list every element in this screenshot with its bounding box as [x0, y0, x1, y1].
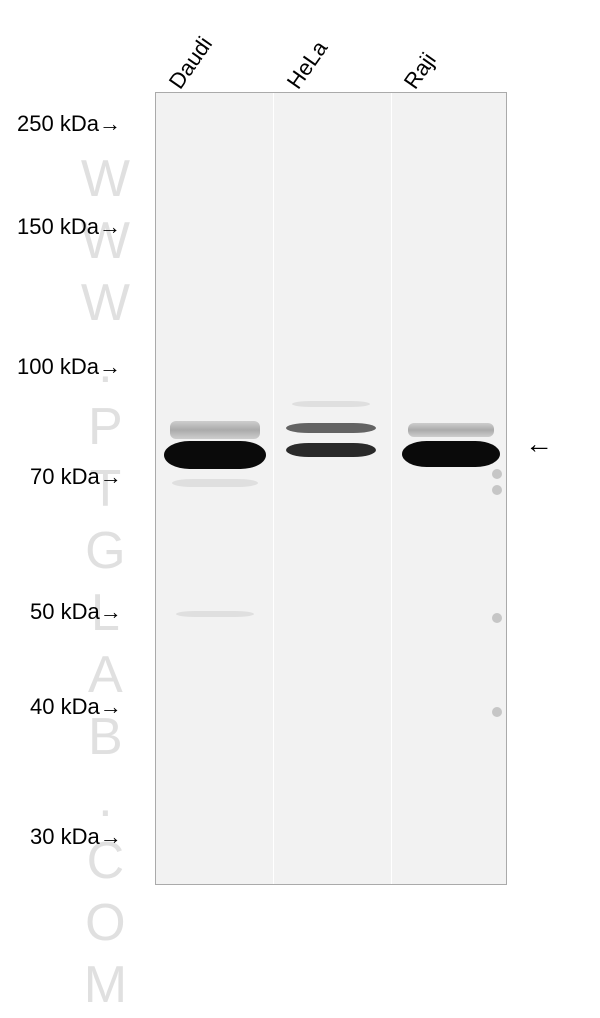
- hela-upper-band: [286, 423, 376, 433]
- marker-dot-40: [492, 707, 502, 717]
- marker-dot-50: [492, 613, 502, 623]
- lane-label-daudi: Daudi: [164, 32, 218, 94]
- blot-membrane: [155, 92, 507, 885]
- target-band-arrow-icon: ←: [525, 428, 553, 460]
- arrow-icon: →: [100, 599, 122, 625]
- arrow-icon: →: [99, 354, 121, 380]
- mw-text-40: 40 kDa: [30, 694, 100, 719]
- mw-label-40: 40 kDa→: [30, 694, 122, 720]
- marker-dot-70a: [492, 469, 502, 479]
- watermark-text: WWW.PTGLAB.COM: [80, 150, 129, 1018]
- mw-text-70: 70 kDa: [30, 464, 100, 489]
- arrow-icon: →: [100, 694, 122, 720]
- arrow-icon: →: [99, 111, 121, 137]
- lane-divider-2: [391, 93, 392, 884]
- hela-faint-top: [292, 401, 370, 407]
- mw-label-50: 50 kDa→: [30, 599, 122, 625]
- daudi-faint-50kda: [176, 611, 254, 617]
- mw-label-100: 100 kDa→: [17, 354, 121, 380]
- mw-text-250: 250 kDa: [17, 111, 99, 136]
- mw-label-70: 70 kDa→: [30, 464, 122, 490]
- mw-label-30: 30 kDa→: [30, 824, 122, 850]
- mw-text-150: 150 kDa: [17, 214, 99, 239]
- arrow-icon: →: [100, 824, 122, 850]
- lane-divider-1: [273, 93, 274, 884]
- daudi-faint-below: [172, 479, 258, 487]
- raji-smear-above: [408, 423, 494, 437]
- arrow-icon: →: [100, 464, 122, 490]
- hela-lower-band: [286, 443, 376, 457]
- mw-text-100: 100 kDa: [17, 354, 99, 379]
- lane-label-raji: Raji: [399, 48, 442, 94]
- lane-label-hela: HeLa: [282, 36, 333, 94]
- mw-text-50: 50 kDa: [30, 599, 100, 624]
- mw-label-250: 250 kDa→: [17, 111, 121, 137]
- mw-label-150: 150 kDa→: [17, 214, 121, 240]
- daudi-smear-above: [170, 421, 260, 439]
- mw-text-30: 30 kDa: [30, 824, 100, 849]
- arrow-icon: →: [99, 214, 121, 240]
- marker-dot-70b: [492, 485, 502, 495]
- daudi-main-band: [164, 441, 266, 469]
- raji-main-band: [402, 441, 500, 467]
